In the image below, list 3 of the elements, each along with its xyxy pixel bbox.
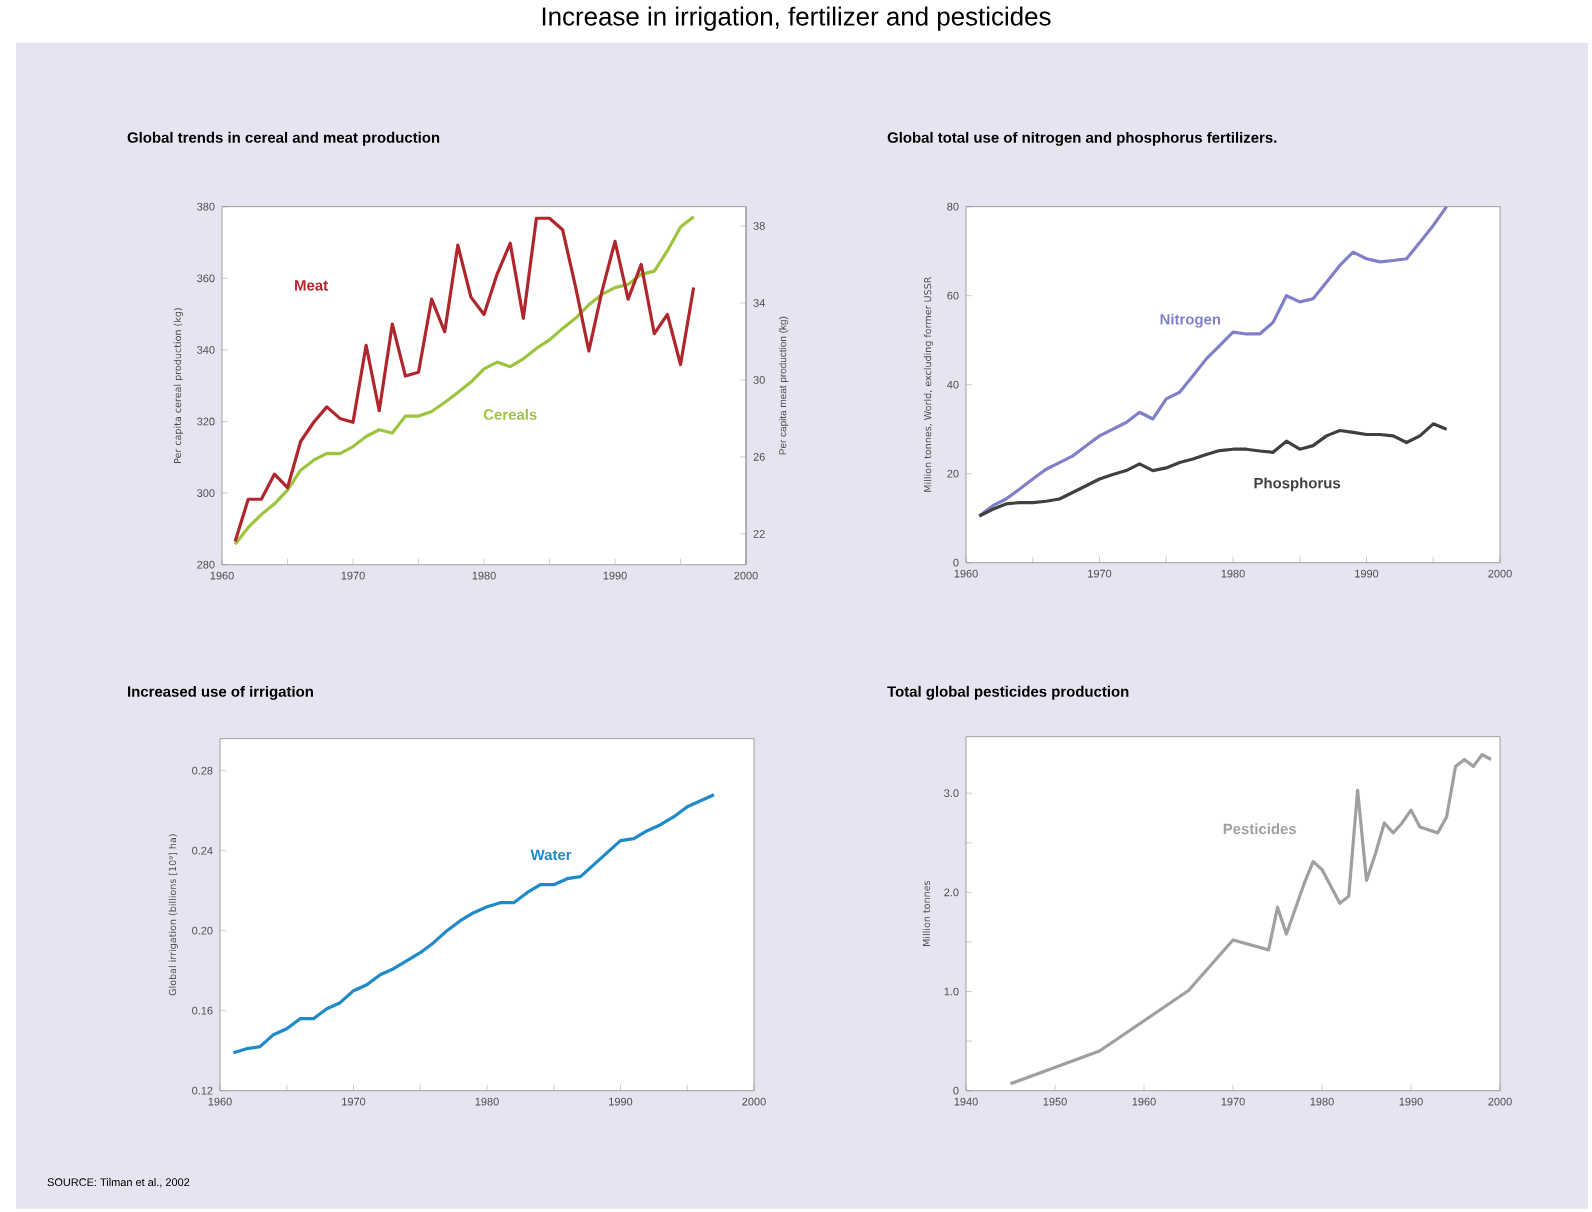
- text: Increase in irrigation, fertilizer and pesticides: [542, 6, 1051, 31]
- line-series: [977, 204, 1449, 518]
- line-series: [1008, 752, 1493, 1085]
